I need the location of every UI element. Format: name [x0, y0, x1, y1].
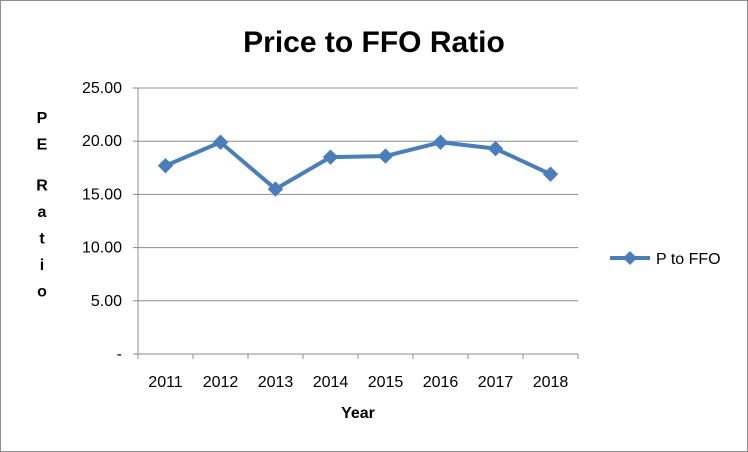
y-axis-label: PE Ratio [36, 110, 48, 301]
y-tick-label: 15.00 [82, 186, 122, 203]
data-point [542, 166, 559, 182]
y-tick-label: 25.00 [82, 80, 122, 97]
data-point [157, 157, 174, 174]
x-tick-label: 2012 [203, 374, 239, 391]
legend-marker [623, 251, 637, 265]
x-tick-label: 2017 [478, 374, 514, 391]
data-point [487, 140, 504, 157]
x-axis-label: Year [341, 405, 375, 422]
series-line [164, 140, 552, 192]
data-point [432, 134, 449, 150]
y-tick-label: 20.00 [82, 133, 122, 150]
legend-label: P to FFO [656, 251, 721, 268]
y-axis-label-letter: a [38, 204, 47, 221]
legend: P to FFO [610, 251, 721, 268]
y-axis-ticks: - 5.00 10.00 15.00 20.00 25.00 [82, 80, 138, 363]
x-tick-label: 2015 [368, 374, 404, 391]
axes [137, 88, 578, 355]
y-tick-label: - [117, 346, 122, 363]
y-axis-label-letter: R [36, 178, 48, 195]
chart-title: Price to FFO Ratio [243, 26, 505, 59]
y-axis-label-letter: o [37, 284, 47, 301]
x-tick-label: 2013 [258, 374, 294, 391]
x-axis-ticks: 2011 2012 2013 2014 2015 2016 2017 2018 [137, 354, 579, 391]
data-point [377, 148, 394, 164]
x-tick-label: 2018 [533, 374, 569, 391]
x-tick-label: 2011 [148, 374, 183, 391]
data-point [212, 134, 229, 150]
x-tick-label: 2014 [313, 374, 349, 391]
x-tick-label: 2016 [423, 374, 459, 391]
y-tick-label: 5.00 [91, 293, 122, 310]
y-axis-label-letter: i [40, 257, 44, 274]
y-tick-label: 10.00 [82, 240, 122, 257]
data-point [322, 149, 339, 165]
series-group [157, 134, 559, 197]
y-axis-label-letter: E [37, 137, 48, 154]
gridlines [138, 87, 578, 302]
y-axis-label-letter: t [39, 231, 45, 248]
y-axis-label-letter: P [37, 110, 48, 127]
data-point [267, 181, 284, 197]
